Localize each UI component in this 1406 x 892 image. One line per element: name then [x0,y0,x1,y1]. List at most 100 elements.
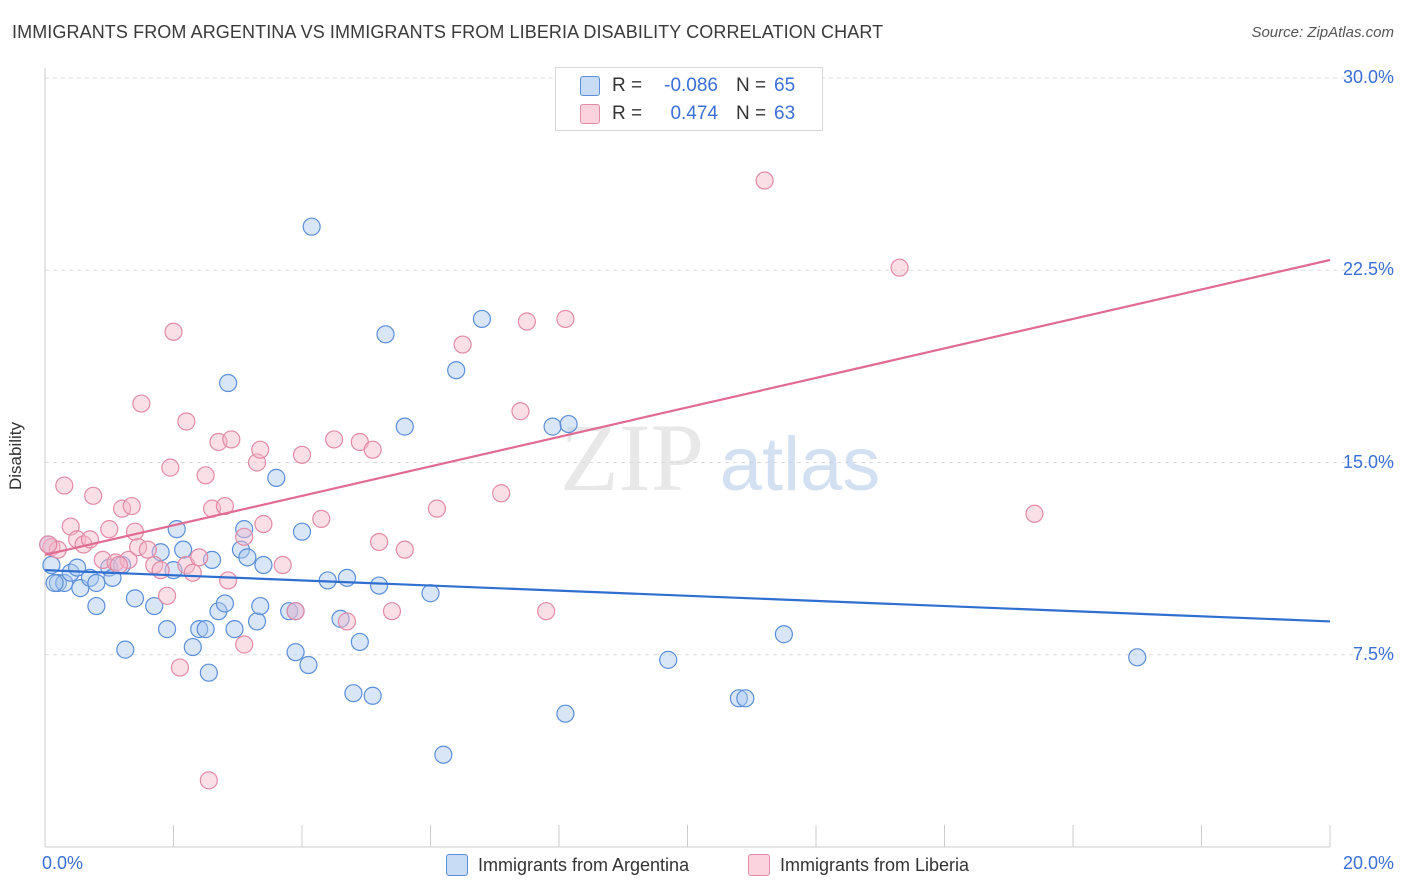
argentina-point [292,522,312,541]
liberia-point [556,309,575,329]
argentina-point [254,555,273,575]
liberia-point [109,555,128,575]
argentina-point [421,584,440,603]
liberia-point [235,527,254,546]
liberia-point [196,466,215,485]
liberia-point [382,602,402,621]
argentina-point [199,663,218,682]
bottom-legend-label-liberia: Immigrants from Liberia [780,854,970,875]
argentina-point [559,414,578,434]
argentina-point [251,596,270,616]
legend-r-label: R = [612,75,643,96]
liberia-point [219,571,238,590]
liberia-point [517,312,536,331]
argentina-point [729,689,749,708]
liberia-point [251,440,270,459]
argentina-point [774,625,793,644]
liberia-point [273,555,292,575]
argentina-point [376,325,395,344]
argentina-point [235,520,254,539]
argentina-point [87,573,106,593]
liberia-point [39,535,58,554]
argentina-point [247,612,267,631]
liberia-point [100,520,119,539]
liberia-point [325,430,344,449]
liberia-point [292,445,312,464]
argentina-point [174,540,193,559]
legend-n-label: N = [736,103,767,124]
argentina-point [350,632,369,652]
bottom-legend-argentina: Immigrants from Argentina [446,852,689,878]
argentina-point [267,468,286,487]
legend-row-liberia: R = 0.474 N = 63 [580,102,795,126]
argentina-point [87,596,106,616]
liberia-point [370,532,389,552]
liberia-point [119,550,138,570]
watermark-zip: ZIP [560,404,704,511]
liberia-point [312,509,331,528]
liberia-point [537,602,556,621]
argentina-point [196,620,215,639]
trend-lines [44,258,1331,623]
argentina-point [370,576,389,595]
argentina-point [659,650,678,669]
argentina-point [395,417,414,436]
bottom-legend-swatch-liberia [748,854,770,876]
argentina-point [125,589,145,608]
y-tick-label: 15.0% [1342,451,1394,472]
legend-n-value: 63 [774,103,796,124]
argentina-point [225,620,244,639]
liberia-point [122,496,141,516]
liberia-point [337,612,357,631]
liberia-point [132,394,151,413]
argentina-point [183,637,202,657]
liberia-point [190,548,209,567]
argentina-point [472,309,491,329]
argentina-point [447,361,466,380]
liberia-point [157,586,177,605]
liberia-point [511,402,530,421]
source-label: Source: ZipAtlas.com [1251,24,1394,41]
liberia-point [363,440,382,459]
argentina-point [219,373,238,393]
bottom-legend-liberia: Immigrants from Liberia [748,852,969,878]
argentina-point [45,573,64,593]
liberia-point [138,540,157,559]
trend-line-liberia [44,258,1331,556]
watermark-atlas: atlas [720,422,881,507]
argentina-point [190,620,209,639]
argentina-point [434,745,453,764]
legend-row-argentina: R = -0.086 N = 65 [580,74,795,98]
argentina-point [543,417,562,436]
argentina-point [736,689,755,708]
liberia-point [427,499,447,518]
liberia-point [170,658,190,677]
correlation-legend: R = -0.086 N = 65 R = 0.474 N = 63 [555,67,823,131]
liberia-point [161,458,180,477]
y-tick-label: 7.5% [1352,643,1394,664]
argentina-point [286,643,305,662]
liberia-point [199,771,218,790]
y-tick-label: 30.0% [1342,67,1394,87]
liberia-point [755,171,774,190]
x-tick-label-max: 20.0% [1342,853,1394,873]
argentina-point [116,640,135,659]
legend-r-value: 0.474 [670,103,718,124]
y-axis-label: Disability [6,421,25,491]
trend-line-argentina [44,569,1331,623]
argentina-point [302,217,321,236]
argentina-point [363,686,382,705]
argentina-point [299,655,318,675]
argentina-point [337,568,357,587]
grid-lines [45,77,1392,656]
liberia-point [286,602,305,621]
liberia-point [395,540,414,559]
liberia-point [222,430,241,449]
argentina-point [344,684,363,703]
liberia-point [1025,504,1044,523]
legend-r-value: -0.086 [664,75,718,96]
liberia-point [492,484,511,503]
argentina-point [1128,648,1147,667]
legend-r-label: R = [612,103,643,124]
